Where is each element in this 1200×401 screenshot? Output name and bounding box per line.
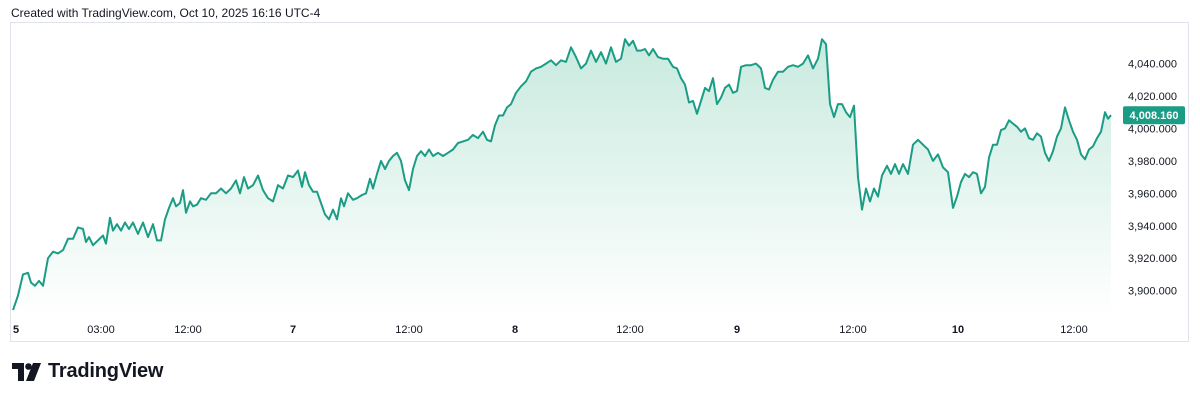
y-tick-label: 4,040.000 bbox=[1128, 59, 1177, 71]
y-axis: 3,900.000 3,920.000 3,940.000 3,960.000 3,98… bbox=[1128, 59, 1177, 298]
y-tick-label: 3,980.000 bbox=[1128, 156, 1177, 168]
x-tick-label: 9 bbox=[734, 324, 740, 336]
x-axis: 5 03:00 12:00 7 12:00 8 12:00 9 12:00 10 12:00 bbox=[13, 324, 1088, 336]
x-tick-label: 03:00 bbox=[87, 324, 115, 336]
x-tick-label: 10 bbox=[952, 324, 964, 336]
last-price-label: 4,008.160 bbox=[1130, 110, 1179, 122]
x-tick-label: 12:00 bbox=[395, 324, 423, 336]
x-tick-label: 12:00 bbox=[174, 324, 202, 336]
y-tick-label: 3,900.000 bbox=[1128, 286, 1177, 298]
y-tick-label: 3,920.000 bbox=[1128, 253, 1177, 265]
x-tick-label: 12:00 bbox=[616, 324, 644, 336]
y-tick-label: 4,000.000 bbox=[1128, 123, 1177, 135]
price-area-fill bbox=[13, 39, 1111, 315]
tradingview-mark-icon bbox=[12, 362, 41, 381]
brand-wordmark: TradingView bbox=[48, 360, 164, 382]
chart-frame: 3,900.000 3,920.000 3,940.000 3,960.000 3,98… bbox=[10, 22, 1189, 342]
x-tick-label: 12:00 bbox=[839, 324, 867, 336]
last-price-tag-bg bbox=[1123, 106, 1185, 125]
x-tick-label: 12:00 bbox=[1060, 324, 1088, 336]
area-fill-group bbox=[13, 39, 1111, 315]
x-tick-label: 5 bbox=[13, 324, 19, 336]
price-line bbox=[12, 38, 1112, 311]
y-tick-label: 3,940.000 bbox=[1128, 221, 1177, 233]
y-tick-label: 3,960.000 bbox=[1128, 188, 1177, 200]
price-chart[interactable]: 3,900.000 3,920.000 3,940.000 3,960.000 3,98… bbox=[11, 23, 1188, 341]
x-tick-label: 7 bbox=[290, 324, 296, 336]
x-tick-label: 8 bbox=[512, 324, 518, 336]
last-price-tag: 4,008.160 bbox=[1123, 106, 1185, 125]
price-line-group bbox=[12, 38, 1112, 311]
tradingview-logo: TradingView bbox=[12, 360, 163, 383]
y-tick-label: 4,020.000 bbox=[1128, 91, 1177, 103]
chart-credit: Created with TradingView.com, Oct 10, 20… bbox=[11, 6, 321, 20]
